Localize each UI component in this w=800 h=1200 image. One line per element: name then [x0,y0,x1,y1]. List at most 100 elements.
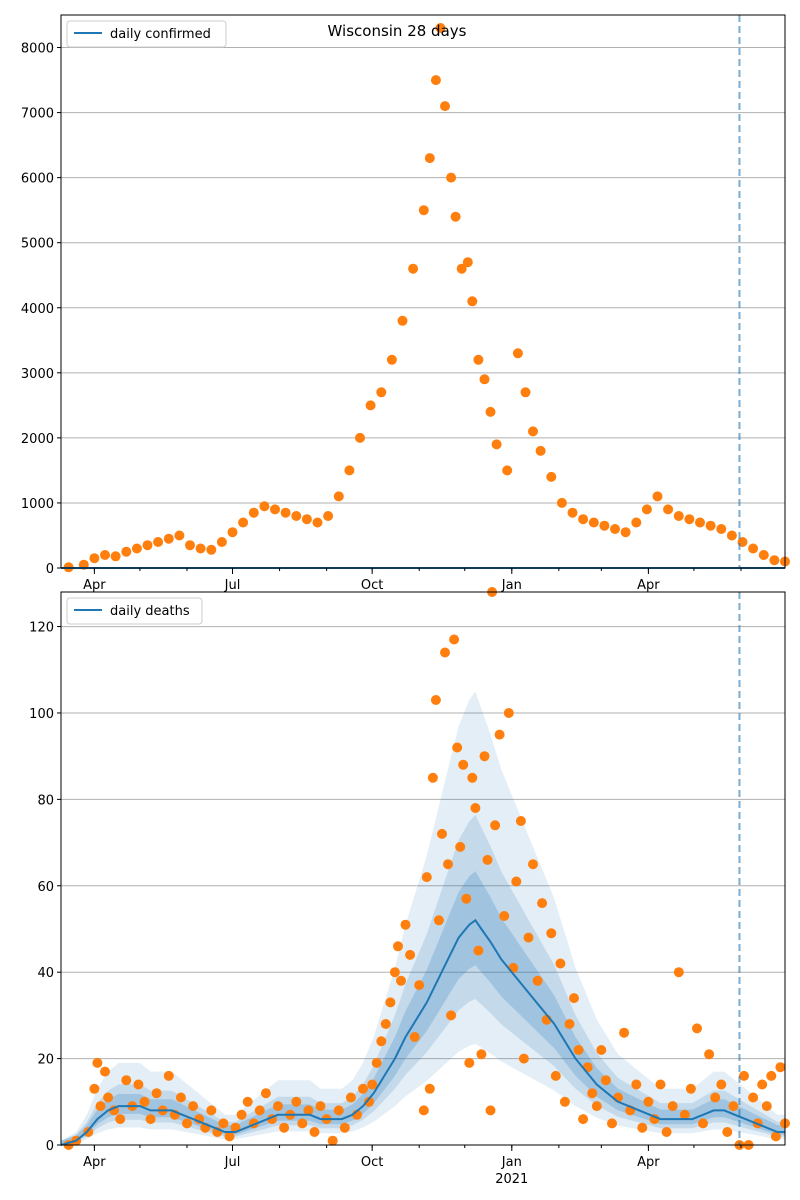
data-point [761,1101,772,1112]
y-axis-ticks: 0 20 40 60 80 100 120 [29,621,61,1154]
data-point [578,1114,589,1125]
data-point [440,101,450,112]
data-point [121,546,132,557]
y-tick-label: 4000 [21,302,54,317]
x-tick-label: Oct [361,1155,383,1170]
data-point [280,507,291,518]
chart-title: Wisconsin 28 days [328,22,467,40]
y-tick-label: 2000 [21,432,54,447]
data-point [704,1049,715,1060]
data-point [467,772,478,783]
data-point [766,1070,777,1081]
data-point [238,517,249,528]
data-point [380,1019,391,1029]
x-tick-label: Apr [637,1155,660,1170]
y-tick-label: 8000 [21,42,54,57]
data-point [405,949,416,960]
data-point [490,820,501,831]
legend-box [66,20,227,48]
data-point [430,695,441,705]
data-point [698,1118,708,1129]
data-point [259,501,270,512]
data-point [512,348,523,359]
legend-label: daily confirmed [110,27,211,42]
panel-daily-confirmed: 0 1000 2000 3000 4000 5000 6000 7000 8000 Apr Jul… [21,14,790,593]
x-tick-label: Apr [83,578,106,593]
data-point [315,1101,326,1112]
y-tick-label: 0 [46,562,54,577]
data-point [409,1032,420,1042]
data-point [174,530,185,541]
data-point [578,514,589,525]
legend-label: daily deaths [110,604,190,619]
data-point [365,400,376,411]
data-point [133,1079,144,1090]
data-point [115,1114,126,1125]
data-point [673,967,684,978]
plot-area [61,592,785,1145]
data-point [450,211,461,222]
data-point [182,1118,192,1129]
series-lines [60,918,785,1146]
data-point [476,1049,487,1060]
data-point [376,387,387,398]
legend: daily confirmed [66,20,227,48]
data-point [556,497,567,508]
data-point [559,1096,570,1107]
data-point [502,465,513,476]
data-point [494,729,505,740]
data-point [103,1092,114,1103]
data-point [110,551,121,562]
data-point [236,1109,247,1120]
y-tick-label: 80 [37,793,54,808]
data-point [588,517,599,528]
data-point [479,374,490,385]
data-point [435,23,446,33]
data-point [151,1088,162,1099]
data-point [667,1101,678,1112]
data-point [206,1105,217,1116]
data-point [479,751,490,762]
data-point [254,1105,265,1116]
data-point [100,1066,110,1077]
data-point [301,514,312,525]
data-point [188,1101,199,1112]
data-point [528,859,538,870]
data-point [139,1096,150,1107]
data-point [333,491,344,502]
data-point [273,1101,283,1112]
data-point [464,1057,475,1068]
data-point [692,1023,702,1034]
data-point [546,471,557,482]
data-point [389,967,400,978]
data-point [364,1096,375,1107]
data-point [421,872,432,883]
data-point [312,517,323,528]
data-point [591,1101,602,1112]
data-point [145,1114,156,1125]
y-tick-label: 6000 [21,172,54,187]
data-point [555,958,566,969]
data-point [153,537,164,547]
data-point [467,296,478,307]
data-point [757,1079,768,1090]
data-point [443,859,453,870]
data-point [673,511,684,521]
data-point [185,540,195,551]
data-point [195,543,206,554]
data-point [393,941,403,952]
x-axis-ticks: Apr Jul Oct Jan Apr 2021 [83,1145,742,1187]
data-point [327,1135,338,1146]
data-point [462,257,473,268]
data-point [131,543,142,554]
data-point [446,1010,457,1021]
data-point [550,1070,561,1081]
plot-area [61,15,785,568]
data-point [418,1105,429,1116]
data-point [775,1062,786,1073]
y-tick-label: 5000 [21,237,54,252]
data-point [528,426,538,437]
data-point [631,1079,642,1090]
data-point [637,1122,648,1133]
